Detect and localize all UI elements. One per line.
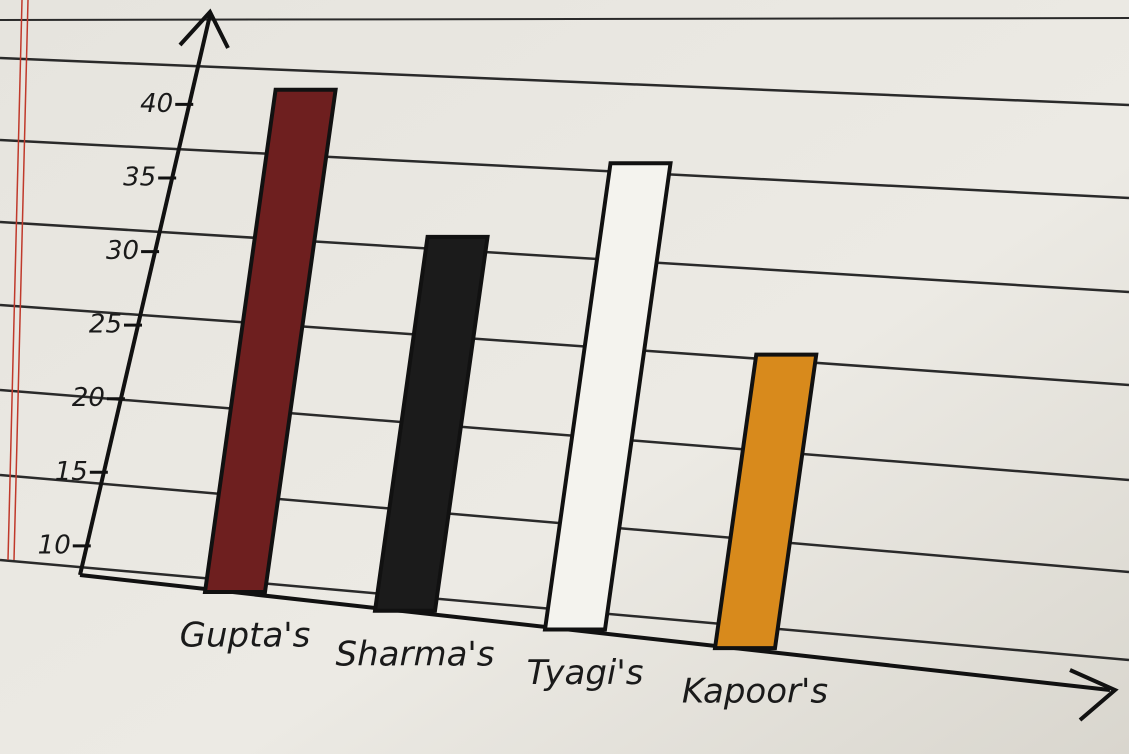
y-tick-label: 15 (55, 457, 88, 487)
y-tick-label: 20 (72, 383, 105, 413)
y-tick-label: 35 (123, 163, 156, 193)
x-arrow (1069, 668, 1119, 722)
y-tick-label: 40 (140, 89, 173, 119)
y-tick-label: 10 (38, 530, 71, 560)
y-tick-label: 25 (89, 310, 122, 340)
x-tick-label: Tyagi's (527, 653, 644, 693)
x-tick-label: Gupta's (180, 616, 311, 656)
y-axis (78, 14, 212, 576)
x-tick-label: Kapoor's (682, 672, 828, 712)
margin-line (7, 0, 23, 561)
x-tick-label: Sharma's (336, 634, 495, 674)
x-axis (79, 573, 1111, 692)
bar (202, 87, 338, 595)
bar (372, 234, 490, 613)
margin-line (13, 0, 29, 561)
bar (542, 161, 673, 632)
bar (712, 352, 819, 651)
axes (78, 8, 1119, 722)
y-tick-label: 30 (106, 236, 139, 266)
y-arrow (178, 8, 230, 49)
